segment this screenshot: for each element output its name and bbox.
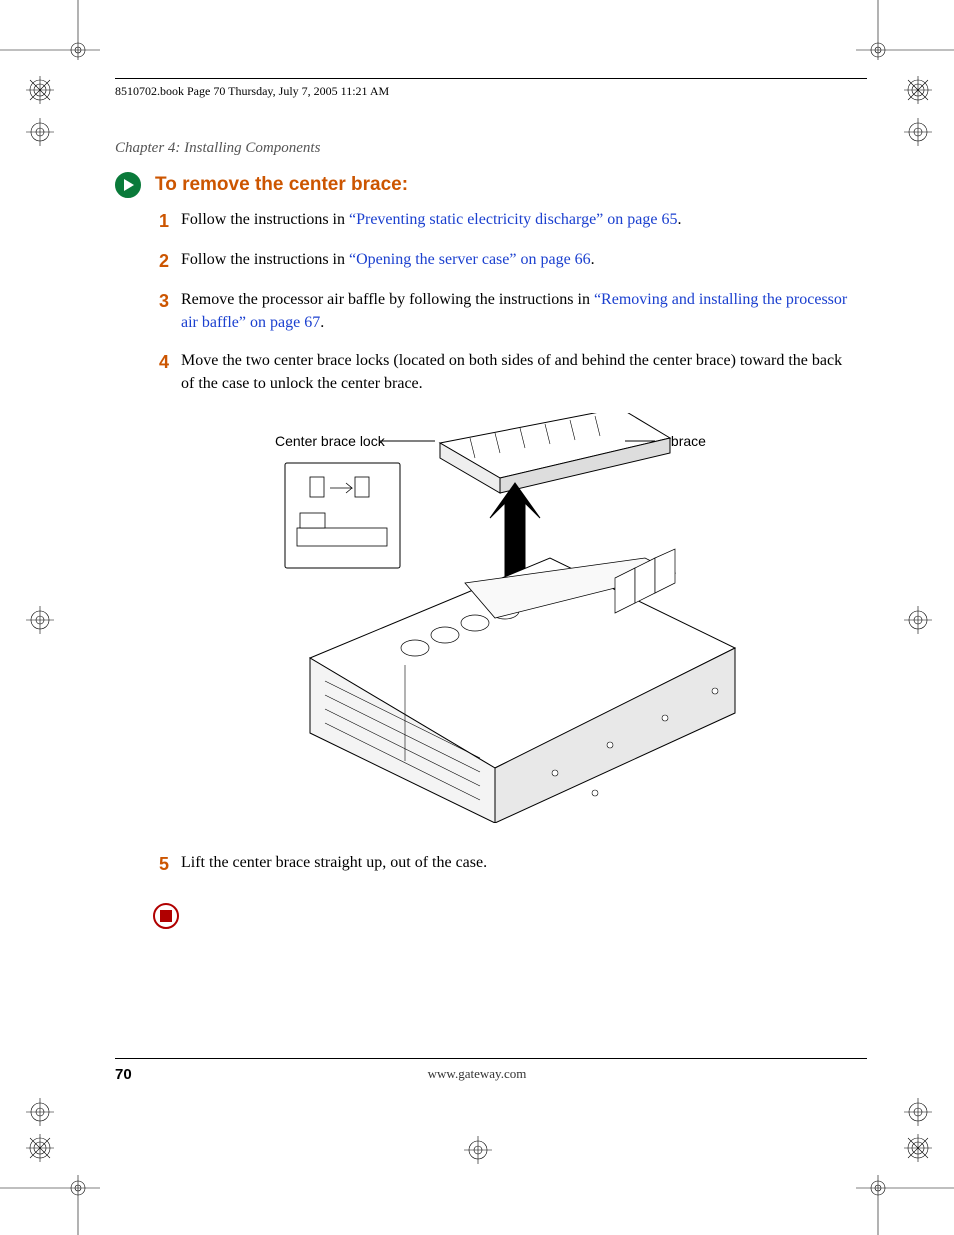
step-number: 4: [159, 349, 181, 395]
header-rule: [115, 78, 867, 79]
footer-rule: [115, 1058, 867, 1059]
step-text: Follow the instructions in: [181, 211, 349, 228]
figure-center-brace: Center brace lock Center brace: [175, 413, 855, 833]
cross-reference-link[interactable]: “Opening the server case” on page 66: [349, 251, 591, 268]
step-text-post: .: [677, 211, 681, 228]
running-head: 8510702.book Page 70 Thursday, July 7, 2…: [115, 84, 389, 99]
step-number: 5: [159, 851, 181, 877]
step-text: Follow the instructions in: [181, 251, 349, 268]
cross-reference-link[interactable]: “Preventing static electricity discharge…: [349, 211, 677, 228]
play-icon: [115, 172, 141, 198]
step-number: 2: [159, 248, 181, 274]
content-area: To remove the center brace: 1 Follow the…: [115, 172, 855, 934]
step-3: 3 Remove the processor air baffle by fol…: [159, 288, 855, 334]
step-text-post: .: [591, 251, 595, 268]
illustration-svg: [215, 413, 775, 823]
step-number: 1: [159, 208, 181, 234]
step-number: 3: [159, 288, 181, 334]
step-text-post: .: [320, 314, 324, 331]
step-4: 4 Move the two center brace locks (locat…: [159, 349, 855, 395]
steps-list: 1 Follow the instructions in “Preventing…: [159, 208, 855, 395]
step-text: Lift the center brace straight up, out o…: [181, 854, 487, 871]
procedure-heading: To remove the center brace:: [115, 172, 855, 198]
footer-url: www.gateway.com: [0, 1066, 954, 1082]
step-text: Remove the processor air baffle by follo…: [181, 291, 594, 308]
procedure-title: To remove the center brace:: [155, 174, 408, 195]
chapter-heading: Chapter 4: Installing Components: [115, 140, 320, 157]
step-1: 1 Follow the instructions in “Preventing…: [159, 208, 855, 234]
stop-icon: [153, 903, 179, 929]
step-2: 2 Follow the instructions in “Opening th…: [159, 248, 855, 274]
step-text: Move the two center brace locks (located…: [181, 352, 842, 392]
step-5: 5 Lift the center brace straight up, out…: [159, 851, 855, 877]
steps-list-cont: 5 Lift the center brace straight up, out…: [159, 851, 855, 877]
